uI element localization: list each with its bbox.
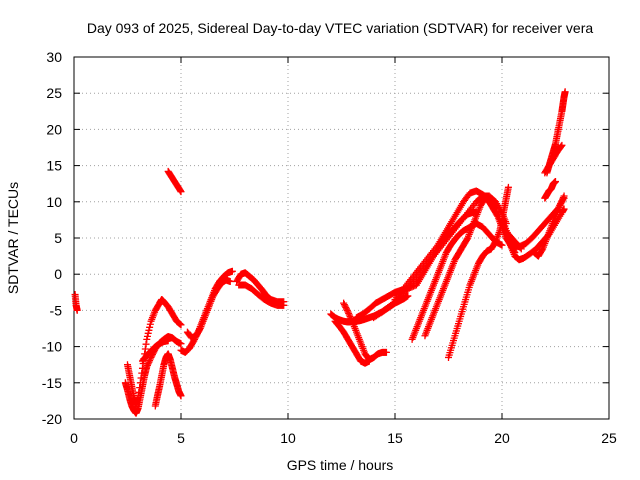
data-point-t3	[146, 355, 154, 363]
chart-title: Day 093 of 2025, Sidereal Day-to-day VTE…	[87, 20, 593, 36]
data-point-t22	[556, 201, 564, 209]
data-point-t17	[498, 241, 506, 249]
data-point-t5	[164, 337, 172, 345]
data-point-t4	[144, 329, 152, 337]
y-tick-label: 30	[46, 49, 62, 65]
data-point-t18	[493, 211, 501, 219]
data-point-t3	[143, 363, 151, 371]
data-point-t10	[280, 301, 288, 309]
data-point-t4	[137, 374, 145, 382]
y-axis-label: SDTVAR / TECUs	[5, 182, 21, 294]
y-tick-label: 25	[46, 85, 62, 101]
grid-lines	[74, 57, 609, 419]
data-point-t13	[365, 357, 373, 365]
data-point-t8	[196, 326, 204, 334]
data-point-t3	[146, 357, 154, 365]
data-point-t4	[143, 332, 151, 340]
y-tick-label: 5	[54, 230, 62, 246]
x-tick-label: 25	[601, 430, 617, 446]
data-point-t3	[145, 358, 153, 366]
y-tick-label: 10	[46, 194, 62, 210]
y-tick-label: -5	[50, 302, 63, 318]
data-point-t1	[73, 306, 81, 314]
data-point-t4	[136, 384, 144, 392]
y-tick-label: 15	[46, 158, 62, 174]
data-point-t25	[561, 88, 569, 96]
data-point-t22	[559, 195, 567, 203]
data-markers	[71, 88, 569, 417]
data-point-t22	[558, 197, 566, 205]
data-point-t4	[138, 364, 146, 372]
data-point-t4	[134, 393, 142, 401]
data-point-t7	[228, 267, 236, 275]
data-point-t11	[404, 292, 412, 300]
data-point-t12	[345, 311, 353, 319]
data-point-t3	[177, 340, 185, 348]
x-tick-label: 10	[280, 430, 296, 446]
y-tick-label: 20	[46, 121, 62, 137]
data-point-t4	[177, 321, 185, 329]
data-point-t4	[145, 326, 153, 334]
data-point-t4	[143, 335, 151, 343]
x-axis-label: GPS time / hours	[287, 457, 394, 473]
data-point-t19	[491, 239, 499, 247]
data-point-t4	[135, 388, 143, 396]
data-point-t4	[142, 340, 150, 348]
y-tick-label: -10	[42, 339, 62, 355]
data-point-t23	[558, 141, 566, 149]
x-tick-label: 15	[387, 430, 403, 446]
data-point-t12	[345, 309, 353, 317]
data-point-t22	[557, 198, 565, 206]
data-point-t8	[226, 277, 234, 285]
data-point-t22	[559, 194, 567, 202]
data-point-t12	[382, 348, 390, 356]
axis-ticks: 0 5 10 15 20 25 -20 -15 -10 -5 0 5 10 15 20 25 30	[42, 49, 617, 446]
data-point-t4	[146, 323, 154, 331]
x-tick-label: 20	[494, 430, 510, 446]
data-point-t12	[346, 313, 354, 321]
data-point-t4	[136, 379, 144, 387]
y-tick-label: -20	[42, 411, 62, 427]
data-point-t22	[538, 246, 546, 254]
data-point-t4	[146, 320, 154, 328]
data-point-t4	[138, 369, 146, 377]
data-point-t22	[560, 192, 568, 200]
data-point-t6	[177, 392, 185, 400]
x-tick-label: 5	[177, 430, 185, 446]
data-point-t3	[143, 361, 151, 369]
data-point-t18	[463, 235, 471, 243]
y-tick-label: 0	[54, 266, 62, 282]
data-point-t2	[177, 188, 185, 196]
data-point-t23	[557, 142, 565, 150]
data-point-t4	[141, 345, 149, 353]
data-point-t12	[344, 308, 352, 316]
data-point-t12	[343, 306, 351, 314]
data-point-t26	[552, 178, 559, 186]
data-point-t22	[556, 200, 564, 208]
data-point-t12	[347, 316, 355, 324]
data-point-t19	[504, 183, 512, 191]
y-tick-label: -15	[42, 375, 62, 391]
x-tick-label: 0	[70, 430, 78, 446]
